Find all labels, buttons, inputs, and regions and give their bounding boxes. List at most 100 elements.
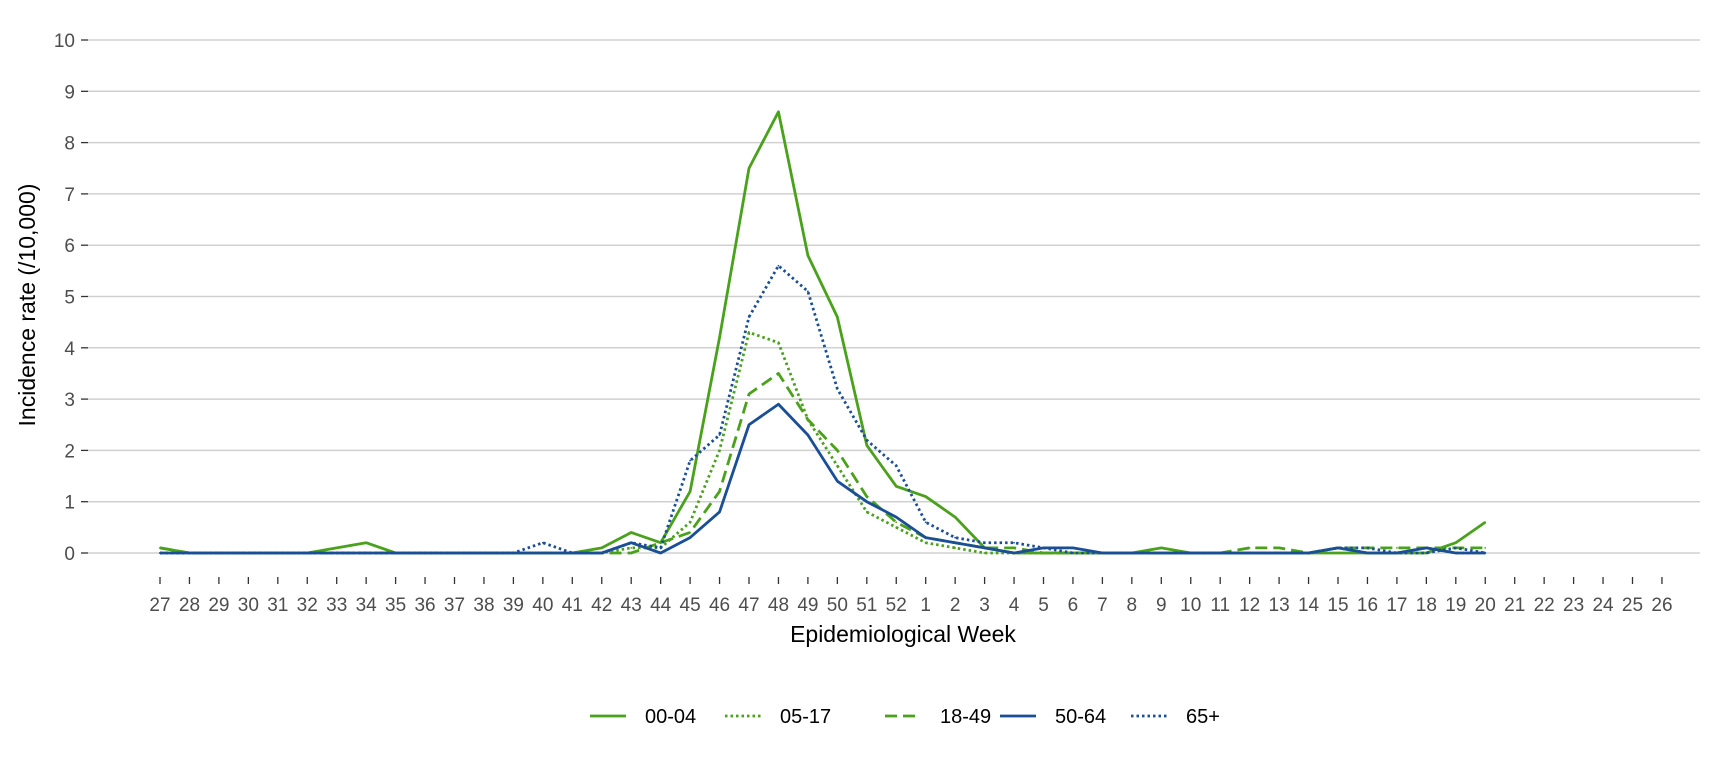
data-point [365,552,368,554]
data-point [807,254,809,257]
data-point [600,552,603,554]
x-tick-label: 38 [473,595,494,616]
x-tick-label: 33 [326,595,347,616]
x-tick-label: 42 [591,595,612,616]
y-tick-label: 10 [54,31,75,52]
data-point [1454,546,1457,549]
data-point [777,403,780,406]
data-point [954,546,957,549]
data-point [836,316,839,318]
data-point [453,552,456,554]
y-tick-label: 7 [64,185,75,206]
x-tick-label: 13 [1269,595,1290,616]
data-point [512,552,515,554]
legend-item: 18-49 [885,706,991,728]
x-tick-label: 40 [532,595,553,616]
legend: 00-04 05-17 18-49 50-64 65+ [590,706,1220,728]
data-point [1072,552,1074,554]
y-tick-label: 2 [64,441,75,462]
data-point [630,531,633,534]
plot-series [159,110,1487,555]
data-point [1101,552,1104,554]
data-point [1337,552,1339,554]
data-point [1396,552,1398,554]
data-point [1219,552,1222,554]
data-point [1013,546,1015,549]
data-point [865,495,868,498]
data-point [689,521,691,524]
data-point [777,264,780,267]
data-point [335,546,338,549]
x-tick-label: 45 [680,595,701,616]
data-point [1013,541,1015,544]
data-point [1454,541,1457,544]
data-point [1072,546,1074,549]
data-point [659,546,662,549]
y-tick-label: 3 [64,390,75,411]
data-point [1425,552,1428,554]
data-point [659,552,662,554]
legend-label: 05-17 [780,706,831,728]
x-tick-label: 44 [650,595,672,616]
x-tick-label: 28 [179,595,200,616]
legend-label: 50-64 [1055,706,1106,728]
data-point [1042,552,1045,554]
data-point [777,341,780,344]
y-tick-label: 1 [64,493,75,514]
x-tick-label: 34 [356,595,378,616]
data-point [718,336,721,339]
data-point [188,552,191,554]
x-tick-label: 18 [1416,595,1437,616]
y-tick-label: 8 [64,134,75,155]
x-tick-label: 21 [1504,595,1525,616]
legend-item: 65+ [1131,706,1220,728]
data-point [1278,546,1280,549]
legend-item: 05-17 [725,706,831,728]
series-line-00-04 [159,110,1487,555]
x-axis: 27 28 29 30 31 32 33 34 35 36 37 38 39 40 41 42 43 44 45 46… [149,577,1673,616]
data-point [1042,546,1045,549]
data-point [954,536,957,539]
data-point [689,490,691,493]
data-point [807,290,809,293]
data-point [807,418,809,421]
data-point [924,521,927,524]
x-tick-label: 50 [827,595,848,616]
data-point [483,552,485,554]
y-axis-title: Incidence rate (/10,000) [14,184,40,427]
data-point [335,552,338,554]
x-tick-label: 11 [1210,595,1230,616]
data-point [748,423,750,426]
data-point [748,167,750,170]
data-point [954,516,957,518]
x-tick-label: 12 [1239,595,1260,616]
x-axis-title: Epidemiological Week [790,621,1016,647]
x-tick-label: 15 [1327,595,1348,616]
data-point [718,449,721,452]
data-point [1130,552,1133,554]
data-point [836,480,839,483]
data-point [1189,552,1192,554]
data-point [1425,546,1428,549]
y-tick-label: 9 [64,82,75,103]
data-point [865,511,868,513]
y-tick-label: 4 [64,339,75,360]
data-point [718,434,721,436]
data-point [394,552,397,554]
data-point [1454,552,1457,554]
x-tick-label: 39 [503,595,524,616]
x-tick-label: 37 [444,595,465,616]
data-point [1366,552,1369,554]
data-point [777,110,780,113]
x-tick-label: 3 [979,595,990,616]
legend-label: 65+ [1186,706,1220,728]
x-tick-label: 47 [738,595,759,616]
x-tick-label: 27 [149,595,170,616]
data-point [924,536,927,539]
x-tick-label: 52 [886,595,907,616]
x-tick-label: 7 [1097,595,1108,616]
x-tick-label: 32 [297,595,318,616]
data-point [777,372,780,375]
y-tick-label: 5 [64,288,75,309]
data-point [689,459,691,462]
